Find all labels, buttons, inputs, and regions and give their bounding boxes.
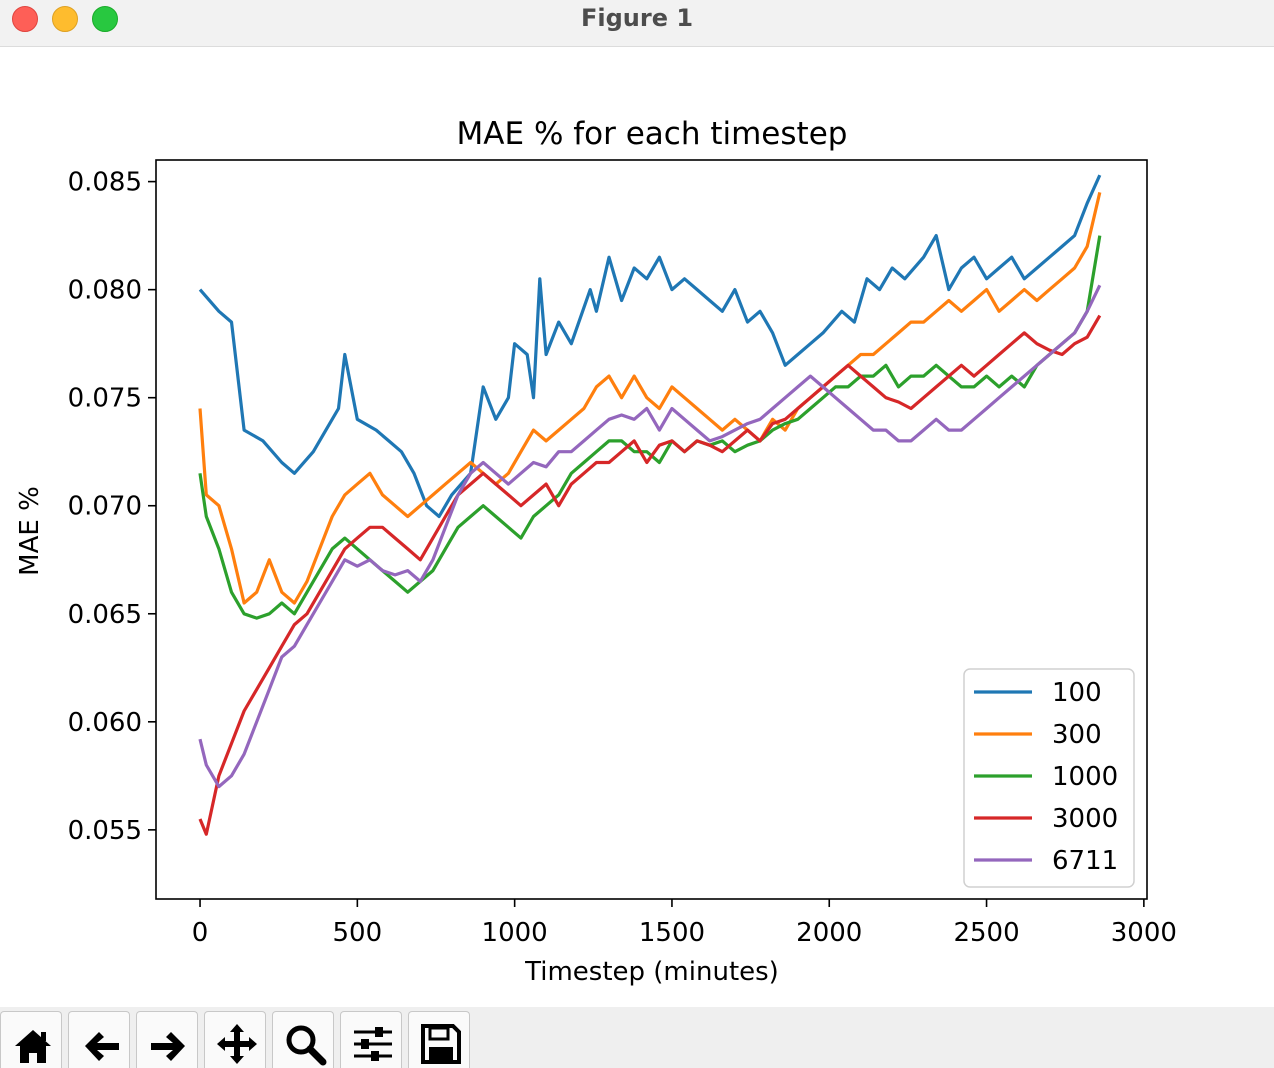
x-tick-label: 1000 [482,918,548,948]
figure-canvas: MAE % for each timestep MAE % Timestep (… [15,116,1177,987]
floppy-disk-icon [421,1024,461,1064]
x-tick-label: 2000 [796,918,862,948]
axes-frame [155,159,1148,900]
arrow-left-icon [85,1032,119,1061]
y-axis-label: MAE % [15,486,45,576]
legend-label-1000: 1000 [1052,762,1118,792]
home-icon [15,1030,51,1063]
y-tick-label: 0.070 [68,492,142,522]
window-titlebar: Figure 1 [0,0,1274,47]
series-line-100 [198,174,1102,519]
x-tick-label: 0 [192,918,209,948]
y-tick-label: 0.085 [68,168,142,198]
close-window-button[interactable] [12,6,38,32]
x-tick-label: 1500 [639,918,705,948]
configure-subplots-button[interactable] [340,1011,402,1068]
legend-box [963,668,1135,888]
legend-label-3000: 3000 [1052,804,1118,834]
series-line-3000 [198,314,1102,836]
navigation-toolbar [0,1007,1274,1068]
x-tick-label: 2500 [953,918,1019,948]
pan-button[interactable] [204,1011,266,1068]
series-line-300 [198,192,1102,605]
y-tick-label: 0.060 [68,708,142,738]
window-title: Figure 1 [580,4,694,32]
back-button[interactable] [68,1011,130,1068]
legend-label-300: 300 [1052,720,1102,750]
sliders-icon [354,1027,392,1061]
plot-area [198,174,1102,836]
home-button[interactable] [0,1011,62,1068]
y-tick-label: 0.055 [68,816,142,846]
move-icon [217,1024,257,1064]
magnifier-icon [286,1025,327,1066]
x-axis-ticks: 0 500 1000 1500 2000 2500 3000 [192,899,1177,948]
x-axis-label: Timestep (minutes) [524,957,779,987]
legend-label-100: 100 [1052,678,1102,708]
minimize-window-button[interactable] [52,6,78,32]
y-tick-label: 0.080 [68,276,142,306]
legend: 100 300 1000 3000 6711 [963,668,1135,888]
y-tick-label: 0.075 [68,384,142,414]
x-tick-label: 3000 [1111,918,1177,948]
legend-label-6711: 6711 [1052,846,1118,876]
y-axis-ticks: 0.055 0.060 0.065 0.070 0.075 0.080 0.085 [68,168,156,846]
x-tick-label: 500 [333,918,383,948]
zoom-button[interactable] [272,1011,334,1068]
save-button[interactable] [408,1011,470,1068]
maximize-window-button[interactable] [92,6,118,32]
forward-button[interactable] [136,1011,198,1068]
chart-title: MAE % for each timestep [457,116,848,152]
y-tick-label: 0.065 [68,600,142,630]
arrow-right-icon [151,1032,185,1061]
series-line-6711 [198,284,1102,789]
